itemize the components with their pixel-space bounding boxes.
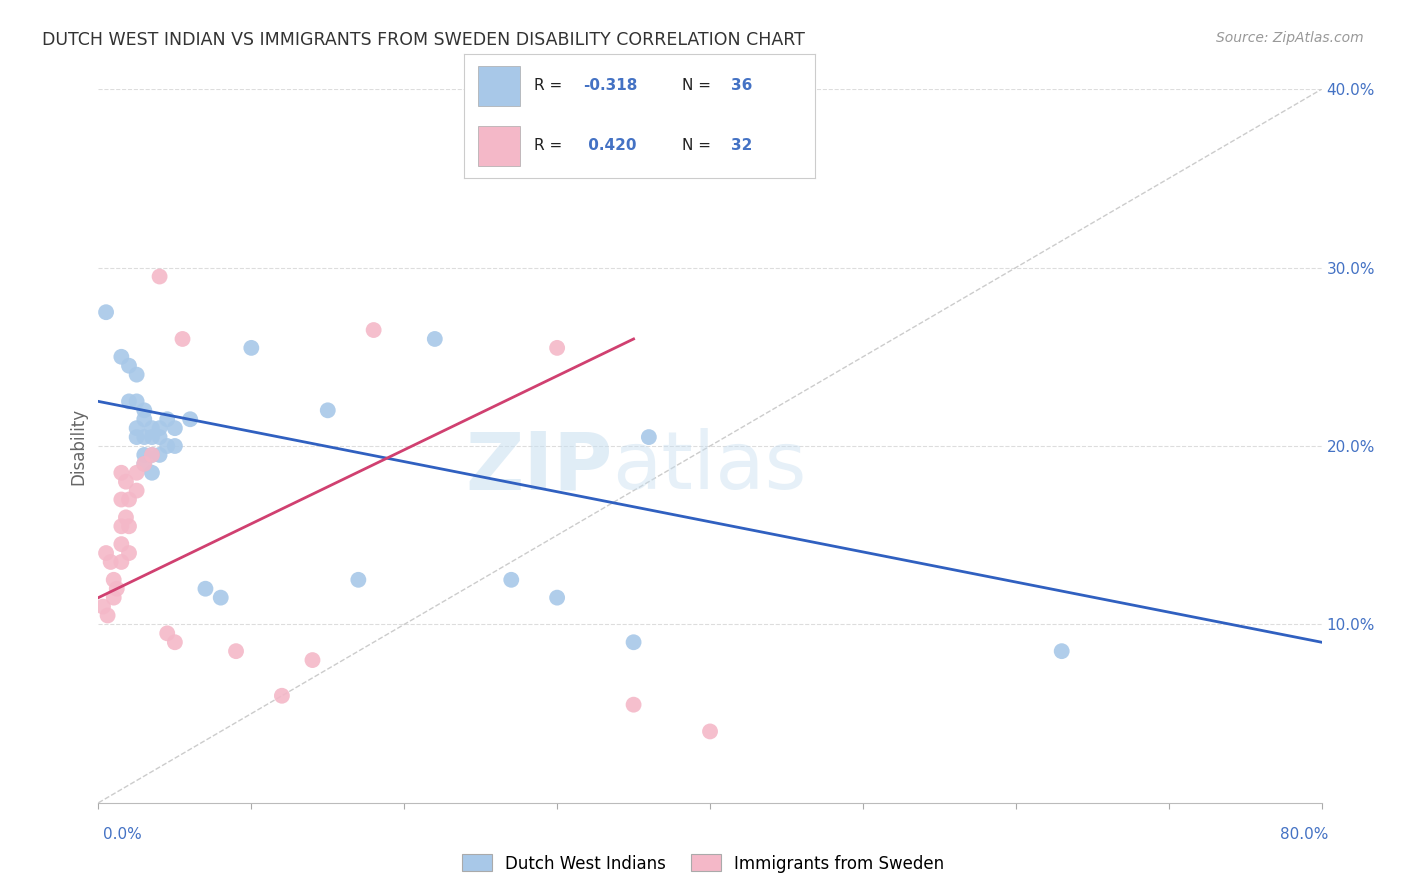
- Point: [194, 582, 217, 596]
- Point: [118, 546, 141, 560]
- Point: [105, 582, 128, 596]
- Legend: Dutch West Indians, Immigrants from Sweden: Dutch West Indians, Immigrants from Swed…: [456, 847, 950, 880]
- Text: atlas: atlas: [612, 428, 807, 507]
- Point: [149, 421, 172, 435]
- Point: [163, 439, 186, 453]
- Point: [134, 403, 156, 417]
- FancyBboxPatch shape: [478, 66, 520, 106]
- Point: [91, 599, 114, 614]
- Text: 36: 36: [731, 78, 752, 94]
- FancyBboxPatch shape: [478, 126, 520, 166]
- Point: [623, 698, 645, 712]
- Point: [125, 483, 148, 498]
- Point: [134, 430, 156, 444]
- Point: [125, 368, 148, 382]
- Point: [163, 421, 186, 435]
- Point: [347, 573, 370, 587]
- Point: [110, 537, 132, 551]
- Point: [156, 626, 179, 640]
- Point: [149, 448, 172, 462]
- Point: [110, 555, 132, 569]
- Text: R =: R =: [534, 138, 568, 153]
- Point: [125, 466, 148, 480]
- Y-axis label: Disability: Disability: [69, 408, 87, 484]
- Point: [118, 519, 141, 533]
- Point: [546, 591, 568, 605]
- Point: [103, 591, 125, 605]
- Text: 32: 32: [731, 138, 752, 153]
- Point: [1050, 644, 1073, 658]
- Point: [172, 332, 194, 346]
- Text: DUTCH WEST INDIAN VS IMMIGRANTS FROM SWEDEN DISABILITY CORRELATION CHART: DUTCH WEST INDIAN VS IMMIGRANTS FROM SWE…: [42, 31, 806, 49]
- Point: [110, 350, 132, 364]
- Point: [141, 430, 163, 444]
- Point: [163, 635, 186, 649]
- Point: [156, 412, 179, 426]
- Point: [699, 724, 721, 739]
- Text: -0.318: -0.318: [583, 78, 638, 94]
- Point: [125, 430, 148, 444]
- Point: [134, 412, 156, 426]
- Point: [110, 519, 132, 533]
- Point: [240, 341, 263, 355]
- Point: [209, 591, 232, 605]
- Point: [110, 466, 132, 480]
- Point: [179, 412, 201, 426]
- Point: [125, 421, 148, 435]
- Point: [546, 341, 568, 355]
- Point: [623, 635, 645, 649]
- Point: [141, 421, 163, 435]
- Point: [270, 689, 294, 703]
- Point: [118, 394, 141, 409]
- Point: [423, 332, 446, 346]
- Point: [141, 466, 163, 480]
- Point: [363, 323, 385, 337]
- Point: [97, 608, 120, 623]
- Point: [225, 644, 247, 658]
- Point: [115, 510, 138, 524]
- Text: Source: ZipAtlas.com: Source: ZipAtlas.com: [1216, 31, 1364, 45]
- Text: N =: N =: [682, 78, 716, 94]
- Point: [301, 653, 323, 667]
- Point: [316, 403, 339, 417]
- Point: [125, 394, 148, 409]
- Point: [115, 475, 138, 489]
- Point: [110, 492, 132, 507]
- Text: 0.0%: 0.0%: [103, 827, 142, 841]
- Text: 80.0%: 80.0%: [1281, 827, 1329, 841]
- Point: [118, 492, 141, 507]
- Point: [501, 573, 523, 587]
- Point: [156, 439, 179, 453]
- Point: [94, 546, 117, 560]
- Point: [118, 359, 141, 373]
- Text: N =: N =: [682, 138, 716, 153]
- Point: [103, 573, 125, 587]
- Point: [149, 269, 172, 284]
- Text: R =: R =: [534, 78, 568, 94]
- Point: [100, 555, 122, 569]
- Text: ZIP: ZIP: [465, 428, 612, 507]
- Point: [94, 305, 117, 319]
- Point: [638, 430, 661, 444]
- Text: 0.420: 0.420: [583, 138, 637, 153]
- Point: [141, 448, 163, 462]
- Point: [134, 457, 156, 471]
- Point: [141, 448, 163, 462]
- Point: [134, 448, 156, 462]
- Point: [149, 430, 172, 444]
- Point: [134, 457, 156, 471]
